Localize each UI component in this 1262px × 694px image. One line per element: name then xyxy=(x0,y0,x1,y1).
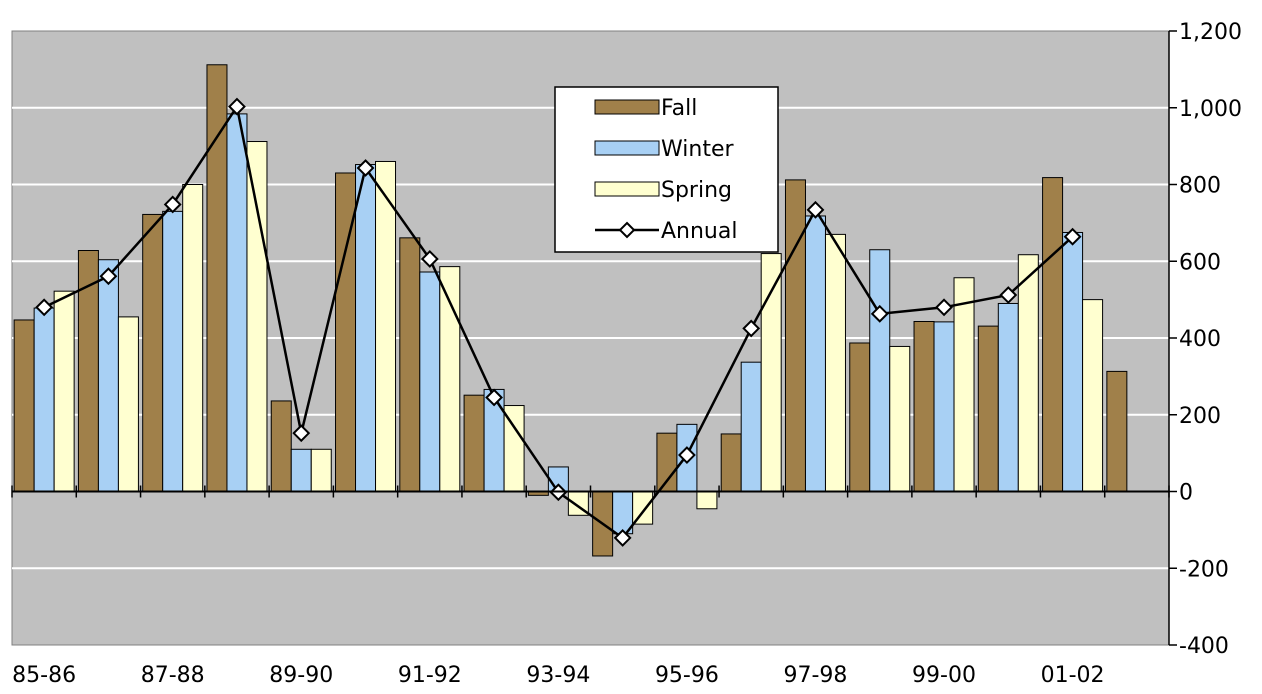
bar-fall-97-98 xyxy=(784,179,806,493)
annual-point xyxy=(1063,227,1082,246)
annual-point xyxy=(163,195,182,214)
bar-fall-89-90 xyxy=(270,400,292,492)
y-tick-label: 400 xyxy=(1179,327,1221,352)
bar-fall-96-97 xyxy=(720,433,742,492)
bar-fall-92-93 xyxy=(463,394,485,492)
annual-point xyxy=(935,298,953,317)
bar-winter-97-98 xyxy=(804,215,826,492)
bar-spring-01-02 xyxy=(1082,299,1104,492)
x-tick-label: 95-96 xyxy=(655,663,719,688)
bar-fall-02-03 xyxy=(1106,370,1128,493)
y-tick-label: 200 xyxy=(1179,404,1221,429)
y-tick-label: -400 xyxy=(1179,634,1229,659)
x-tick-label: 93-94 xyxy=(526,663,590,688)
x-axis: 85-86 87-88 89-90 91-92 93-94 95-96 97-98 99-00… xyxy=(11,485,1170,688)
legend-marker-annual xyxy=(618,221,636,239)
x-tick-label: 99-00 xyxy=(912,663,976,688)
bar-fall-00-01 xyxy=(977,325,999,493)
annual-point xyxy=(999,286,1018,304)
bar-spring-99-00 xyxy=(953,277,975,492)
legend-label-annual: Annual xyxy=(661,219,737,244)
x-tick-label: 85-86 xyxy=(12,663,76,688)
legend-label-fall: Fall xyxy=(661,96,697,121)
y-axis: -400 -200 0 200 400 600 800 1,000 1,200 xyxy=(1168,20,1242,659)
annual-point xyxy=(99,267,118,286)
legend-key-fall xyxy=(594,99,660,115)
y-tick-label: 1,000 xyxy=(1179,97,1242,122)
legend-label-spring: Spring xyxy=(661,178,732,203)
bar-fall-01-02 xyxy=(1042,177,1064,492)
bar-spring-90-91 xyxy=(375,160,397,492)
bar-spring-97-98 xyxy=(824,233,846,492)
bar-spring-86-87 xyxy=(117,316,139,492)
x-tick-label: 87-88 xyxy=(141,663,205,688)
annual-point xyxy=(356,159,375,177)
x-tick-label: 01-02 xyxy=(1041,663,1105,688)
annual-point xyxy=(742,319,761,338)
x-tick-label: 97-98 xyxy=(784,663,848,688)
bar-winter-85-86 xyxy=(33,307,55,492)
annual-point xyxy=(35,298,54,317)
legend: Fall Winter Spring Annual xyxy=(554,86,779,253)
bar-winter-89-90 xyxy=(290,448,312,493)
annual-point xyxy=(678,446,696,464)
bar-spring-85-86 xyxy=(53,290,75,492)
y-tick-label: 600 xyxy=(1179,250,1221,275)
bar-spring-88-89 xyxy=(246,141,268,493)
annual-point xyxy=(806,200,825,219)
bar-winter-88-89 xyxy=(226,113,248,492)
annual-point xyxy=(228,97,246,116)
legend-label-winter: Winter xyxy=(661,137,734,162)
bar-fall-98-99 xyxy=(849,342,871,492)
bar-winter-91-92 xyxy=(419,271,441,492)
annual-point xyxy=(420,250,439,268)
bar-winter-86-87 xyxy=(97,259,119,492)
bar-fall-91-92 xyxy=(399,237,421,492)
y-tick-label: 0 xyxy=(1179,481,1193,506)
bar-spring-87-88 xyxy=(182,184,204,492)
bar-winter-98-99 xyxy=(869,249,891,492)
annual-point xyxy=(485,388,503,407)
annual-point xyxy=(292,424,311,443)
y-tick-label: 800 xyxy=(1179,174,1221,199)
bar-winter-96-97 xyxy=(740,361,762,492)
bar-fall-88-89 xyxy=(206,64,228,493)
bar-fall-87-88 xyxy=(142,213,164,492)
legend-key-winter xyxy=(594,140,660,156)
x-tick-label: 91-92 xyxy=(398,663,462,688)
bar-fall-99-00 xyxy=(913,320,935,492)
bar-fall-85-86 xyxy=(13,319,35,492)
annual-point xyxy=(870,304,889,323)
x-tick-label: 89-90 xyxy=(269,663,333,688)
bar-spring-00-01 xyxy=(1017,254,1039,492)
bar-spring-95-96 xyxy=(696,491,718,510)
legend-key-spring xyxy=(594,181,660,197)
bar-winter-90-91 xyxy=(355,164,377,492)
bar-winter-99-00 xyxy=(933,321,955,492)
annual-point xyxy=(613,529,632,547)
bar-winter-87-88 xyxy=(162,210,184,493)
bar-winter-00-01 xyxy=(997,302,1019,492)
legend-box xyxy=(554,86,779,253)
bar-winter-01-02 xyxy=(1062,231,1084,492)
y-tick-label: 1,200 xyxy=(1179,20,1242,45)
y-tick-label: -200 xyxy=(1179,557,1229,582)
bar-spring-89-90 xyxy=(310,448,332,493)
bar-spring-98-99 xyxy=(889,345,911,492)
